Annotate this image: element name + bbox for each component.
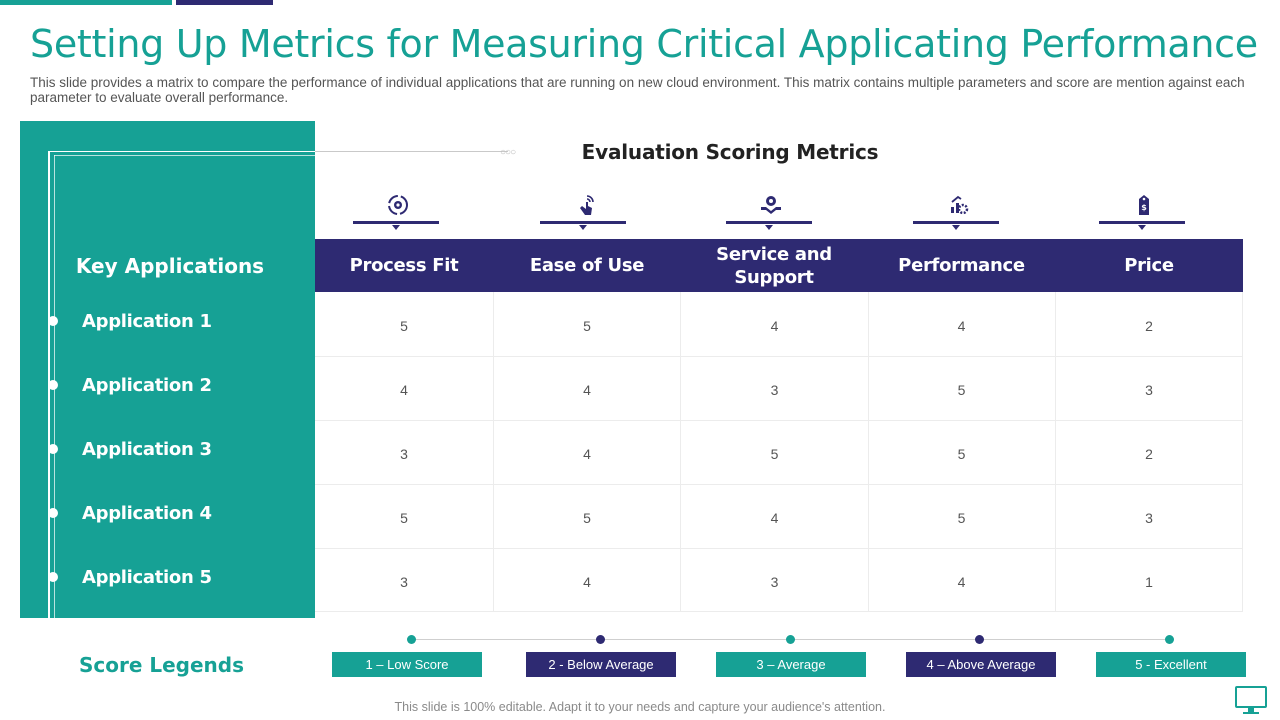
top-accent-teal <box>0 0 172 5</box>
performance-gear-icon <box>951 195 969 215</box>
application-label: Application 4 <box>82 502 212 524</box>
key-applications-panel <box>20 121 315 618</box>
score-cell: 5 <box>583 318 591 334</box>
process-cycle-icon-group <box>353 190 443 235</box>
application-row: Application 3 <box>48 439 212 460</box>
legend-dot <box>596 635 605 644</box>
touch-hand-icon <box>580 195 594 215</box>
column-header-performance: Performance <box>898 255 1025 276</box>
touch-hand-icon-group <box>540 190 630 235</box>
bullet-dot <box>48 316 58 326</box>
column-header-service-support: Service and Support <box>716 243 832 288</box>
bullet-dot <box>48 572 58 582</box>
slide-subtitle: This slide provides a matrix to compare … <box>30 75 1245 105</box>
column-header-ease-of-use: Ease of Use <box>529 255 645 276</box>
score-legends-heading: Score Legends <box>78 653 245 677</box>
panel-rule-horizontal <box>48 151 508 152</box>
score-table <box>315 292 1243 612</box>
performance-gear-icon-group <box>913 190 1003 235</box>
bullet-dot <box>48 508 58 518</box>
score-cell: 4 <box>583 446 591 462</box>
score-cell: 2 <box>1145 318 1153 334</box>
legend-item-low-score: 1 – Low Score <box>332 652 482 677</box>
application-row: Application 5 <box>48 567 212 588</box>
score-cell: 5 <box>770 446 779 462</box>
bullet-dot <box>48 380 58 390</box>
score-cell: 5 <box>400 510 408 526</box>
score-cell: 3 <box>770 382 779 398</box>
evaluation-heading: Evaluation Scoring Metrics <box>581 140 879 164</box>
column-header-process-fit: Process Fit <box>349 255 459 276</box>
application-row: Application 1 <box>48 311 212 332</box>
score-cell: 4 <box>583 574 591 590</box>
top-accent-navy <box>176 0 273 5</box>
connector-chain-icon: ○○○ <box>500 147 516 158</box>
legend-item-below-average: 2 - Below Average <box>526 652 676 677</box>
score-cell: 5 <box>957 510 966 526</box>
column-header-price: Price <box>1124 255 1174 276</box>
score-cell: 3 <box>400 446 408 462</box>
application-row: Application 4 <box>48 503 212 524</box>
score-cell: 4 <box>957 574 966 590</box>
panel-rule-horizontal-inner <box>54 155 315 156</box>
slide-title: Setting Up Metrics for Measuring Critica… <box>30 22 1258 66</box>
score-cell: 4 <box>770 318 779 334</box>
legend-item-above-average: 4 – Above Average <box>906 652 1056 677</box>
score-cell: 1 <box>1145 574 1153 590</box>
score-cell: 4 <box>400 382 408 398</box>
footer-note: This slide is 100% editable. Adapt it to… <box>394 700 886 714</box>
application-label: Application 1 <box>82 310 212 332</box>
key-applications-heading: Key Applications <box>75 254 265 278</box>
score-cell: 3 <box>400 574 408 590</box>
score-cell: 5 <box>957 382 966 398</box>
table-header-band <box>315 239 1243 292</box>
score-cell: 5 <box>583 510 591 526</box>
bullet-dot <box>48 444 58 454</box>
legend-item-excellent: 5 - Excellent <box>1096 652 1246 677</box>
application-label: Application 2 <box>82 374 212 396</box>
application-label: Application 3 <box>82 438 212 460</box>
svg-text:$: $ <box>1141 203 1147 212</box>
application-row: Application 2 <box>48 375 212 396</box>
application-label: Application 5 <box>82 566 212 588</box>
legend-dot <box>1165 635 1174 644</box>
legend-dot <box>407 635 416 644</box>
legend-item-average: 3 – Average <box>716 652 866 677</box>
monitor-icon <box>1235 686 1267 714</box>
service-hand-gear-icon <box>761 196 781 214</box>
service-hand-gear-icon-group <box>726 190 816 235</box>
score-cell: 5 <box>957 446 966 462</box>
score-cell: 3 <box>770 574 779 590</box>
score-cell: 5 <box>400 318 408 334</box>
score-cell: 3 <box>1145 382 1153 398</box>
score-cell: 4 <box>770 510 779 526</box>
process-cycle-icon <box>388 195 408 215</box>
legend-dot <box>975 635 984 644</box>
price-tag-icon: $ <box>1139 195 1149 215</box>
price-tag-icon-group: $ <box>1099 190 1189 235</box>
score-cell: 4 <box>583 382 591 398</box>
legend-dot <box>786 635 795 644</box>
score-cell: 2 <box>1145 446 1153 462</box>
score-cell: 4 <box>957 318 966 334</box>
score-cell: 3 <box>1145 510 1153 526</box>
